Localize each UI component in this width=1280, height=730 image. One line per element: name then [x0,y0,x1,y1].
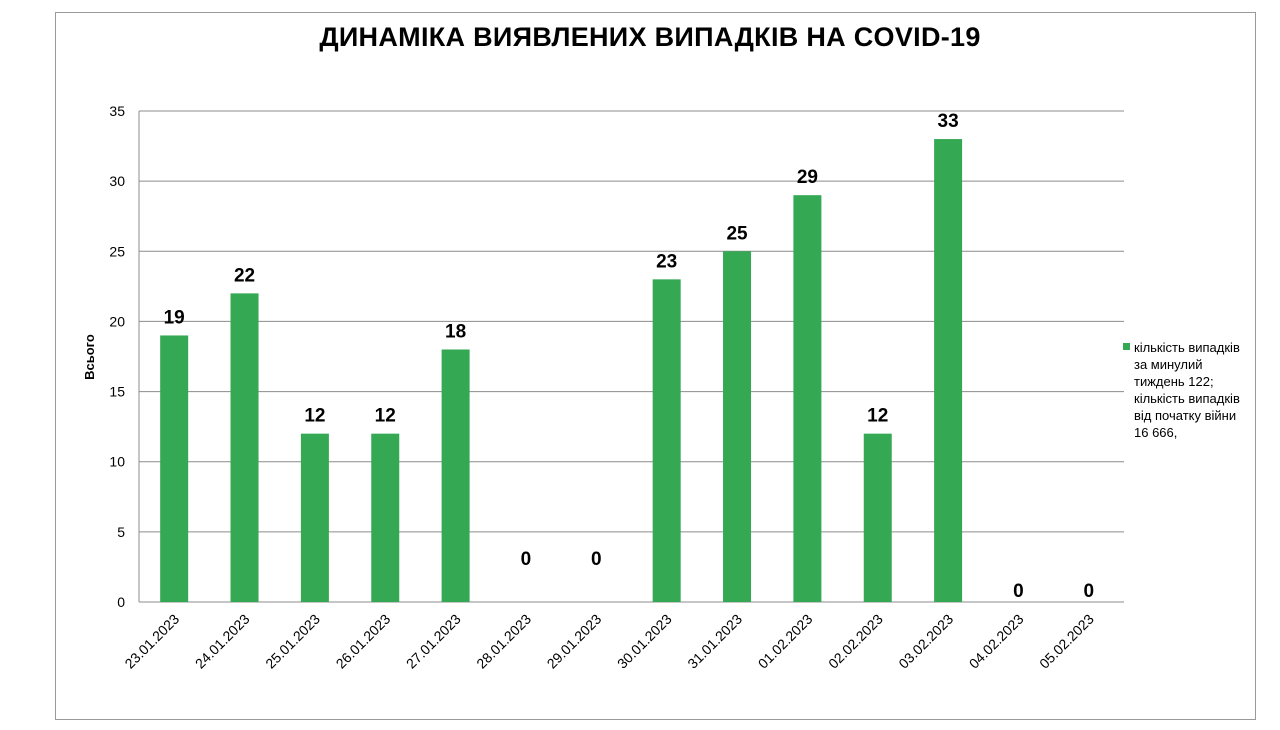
y-tick-label: 30 [109,173,125,189]
legend-line: кількість випадків [1134,340,1240,355]
legend-line: тиждень 122; [1134,374,1214,389]
bar [934,139,963,603]
x-tick-label: 04.02.2023 [966,611,1027,672]
data-label: 0 [591,549,602,570]
x-tick-label: 28.01.2023 [473,611,534,672]
y-tick-label: 10 [109,454,125,470]
data-label: 0 [521,549,532,570]
data-labels: 19 22 12 12 18 0 0 23 25 29 12 33 0 0 [164,111,1095,602]
legend-line: кількість випадків [1134,391,1240,406]
x-tick-label: 25.01.2023 [262,611,323,672]
x-tick-label: 26.01.2023 [333,611,394,672]
x-tick-label: 30.01.2023 [614,611,675,672]
x-tick-label: 24.01.2023 [192,611,253,672]
y-tick-label: 0 [117,594,125,610]
y-axis-label: Всього [82,334,97,380]
data-label: 29 [797,167,818,188]
x-tick-label: 29.01.2023 [544,611,605,672]
bar [160,335,189,602]
x-tick-label: 03.02.2023 [895,611,956,672]
bar [230,293,259,602]
data-label: 18 [445,321,466,342]
legend: кількість випадків за минулий тиждень 12… [1123,339,1258,441]
x-tick-label: 05.02.2023 [1036,611,1097,672]
bar [723,251,752,603]
data-label: 19 [164,307,185,328]
x-tick-label: 01.02.2023 [755,611,816,672]
legend-line: за минулий [1134,357,1203,372]
data-label: 12 [304,406,325,427]
x-tick-labels: 23.01.2023 24.01.2023 25.01.2023 26.01.2023… [121,611,1097,672]
legend-swatch [1123,343,1130,350]
legend-text: кількість випадків за минулий тиждень 12… [1134,339,1240,441]
axes [138,111,1124,603]
y-tick-labels: 0 5 10 15 20 25 30 35 [109,103,125,610]
bar [371,433,400,602]
chart-title: ДИНАМІКА ВИЯВЛЕНИХ ВИПАДКІВ НА COVID-19 [319,22,981,52]
bars [160,139,963,603]
x-tick-label: 02.02.2023 [825,611,886,672]
legend-line: 16 666, [1134,425,1178,440]
bar [863,433,892,602]
data-label: 12 [867,406,888,427]
grid-lines [139,110,1124,603]
y-tick-label: 35 [109,103,125,119]
y-tick-label: 5 [117,524,125,540]
bar [300,433,329,602]
data-label: 22 [234,265,255,286]
y-tick-label: 20 [109,313,125,329]
x-tick-label: 27.01.2023 [403,611,464,672]
x-tick-label: 31.01.2023 [684,611,745,672]
y-tick-label: 25 [109,243,125,259]
y-tick-label: 15 [109,384,125,400]
legend-line: від початку війни [1134,408,1237,423]
bar [652,279,681,602]
data-label: 33 [938,111,959,132]
data-label: 23 [656,251,677,272]
bar [441,349,470,602]
data-label: 25 [726,223,748,244]
data-label: 0 [1013,581,1024,602]
x-tick-label: 23.01.2023 [121,611,182,672]
bar [793,195,822,602]
data-label: 12 [375,406,396,427]
data-label: 0 [1084,581,1095,602]
